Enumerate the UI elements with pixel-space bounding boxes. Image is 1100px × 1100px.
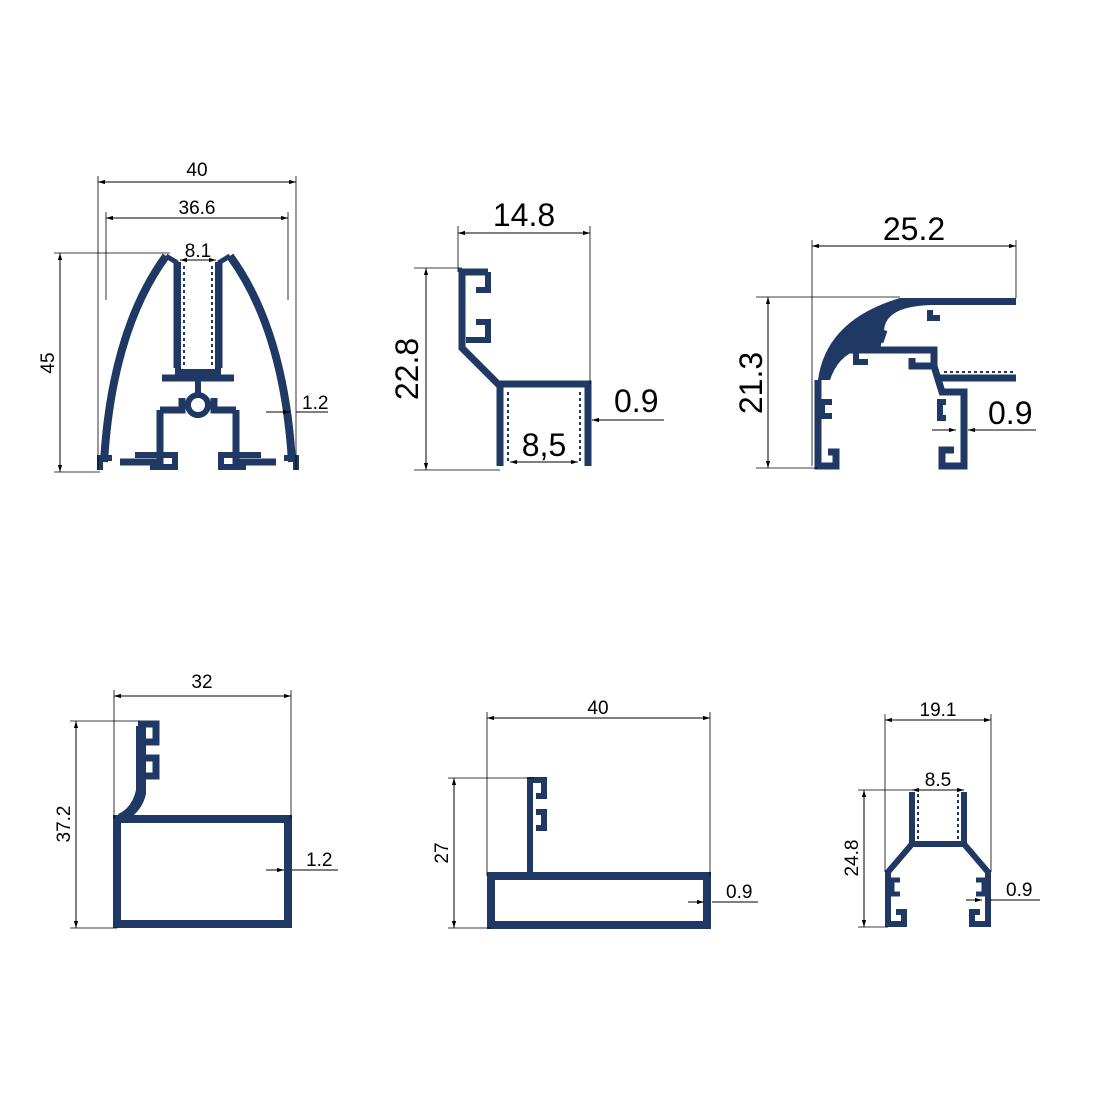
profile-6: 19.1 8.5 24.8 0.9 (842, 700, 1040, 928)
profile-5-wall-label: 0.9 (726, 882, 752, 903)
profile-4: 32 37.2 1.2 (54, 672, 338, 929)
profile-2-shape (458, 268, 592, 466)
profile-1-slot-label: 8.1 (185, 241, 211, 262)
profile-6-height-label: 24.8 (842, 840, 863, 877)
profile-1: 40 36.6 8.1 45 1.2 (38, 160, 328, 473)
profile-5-height-label: 27 (432, 842, 453, 863)
profile-4-height-label: 37.2 (54, 806, 75, 843)
profile-4-dimensions: 32 37.2 1.2 (54, 672, 338, 929)
profile-2-width-label: 14.8 (493, 197, 555, 233)
profile-6-width-label: 19.1 (920, 700, 957, 721)
profile-5-width-label: 40 (587, 698, 608, 719)
profile-3-dimensions: 25.2 21.3 0.9 (733, 211, 1036, 469)
profile-2-inner-label: 8,5 (522, 427, 566, 463)
profile-6-shape (885, 792, 991, 927)
profile-3-width-label: 25.2 (883, 211, 945, 247)
profile-5-dimensions: 40 27 0.9 (432, 698, 758, 929)
profile-6-dimensions: 19.1 8.5 24.8 0.9 (842, 700, 1040, 928)
profile-2: 14.8 22.8 8,5 0.9 (389, 197, 664, 471)
profile-4-shape (113, 720, 292, 928)
profile-2-height-label: 22.8 (389, 338, 425, 400)
profile-3-shape (814, 298, 1016, 470)
profile-4-width-label: 32 (191, 672, 212, 693)
profile-4-wall-label: 1.2 (306, 850, 332, 871)
profile-5-shape (487, 777, 711, 929)
profile-1-shape (97, 253, 299, 470)
profile-3: 25.2 21.3 0.9 (733, 211, 1036, 470)
profile-1-height-label: 45 (38, 352, 59, 373)
profile-1-wall-label: 1.2 (302, 393, 328, 414)
profile-3-height-label: 21.3 (733, 352, 769, 414)
profile-1-inner-width-label: 36.6 (179, 198, 216, 219)
profile-6-inner-label: 8.5 (925, 770, 951, 791)
profile-1-width-label: 40 (186, 160, 207, 181)
profile-3-wall-label: 0.9 (988, 395, 1032, 431)
profile-2-wall-label: 0.9 (614, 383, 658, 419)
profile-1-dimensions: 40 36.6 8.1 45 1.2 (38, 160, 328, 473)
profile-5: 40 27 0.9 (432, 698, 758, 929)
profile-6-wall-label: 0.9 (1006, 880, 1032, 901)
profile-2-dimensions: 14.8 22.8 8,5 0.9 (389, 197, 664, 471)
